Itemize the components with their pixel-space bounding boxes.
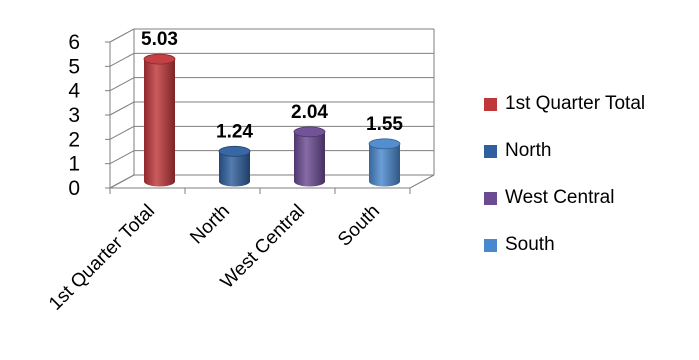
bar-top [218, 145, 251, 157]
bar-body [369, 143, 400, 187]
bar [218, 145, 251, 187]
data-label: 1.55 [366, 114, 403, 135]
y-tick-label: 2 [68, 128, 80, 151]
bar-body [294, 131, 325, 187]
legend-swatch [484, 144, 497, 158]
y-tick-label: 6 [68, 31, 80, 54]
bar [143, 53, 176, 187]
bar [368, 138, 401, 187]
y-tick-label: 1 [68, 153, 80, 176]
data-labels: 5.03 1.24 2.04 1.55 [141, 29, 403, 142]
legend-item: West Central [484, 186, 699, 210]
bar-body [219, 151, 250, 187]
bar [293, 126, 326, 187]
x-category-label: 1st Quarter Total [45, 201, 159, 315]
legend-label: South [505, 234, 555, 255]
y-tick-label: 0 [68, 177, 80, 200]
legend-item: South [484, 233, 699, 257]
gridline-side [109, 125, 135, 140]
y-tick-label: 3 [68, 104, 80, 127]
gridline-side [109, 52, 135, 67]
legend-label: West Central [505, 187, 615, 208]
bar-top [293, 126, 326, 138]
legend-item: North [484, 139, 699, 163]
gridline-side [109, 28, 135, 43]
legend-swatch [484, 191, 497, 205]
gridline-side [109, 150, 135, 165]
gridline-side [109, 101, 135, 116]
data-label: 1.24 [216, 121, 253, 142]
legend-label: 1st Quarter Total [505, 93, 646, 114]
x-category-label: North [186, 201, 234, 249]
legend-item: 1st Quarter Total [484, 92, 699, 116]
y-tick-label: 4 [68, 80, 80, 103]
data-label: 2.04 [291, 102, 328, 123]
legend-swatch [484, 97, 497, 111]
bar-top [368, 138, 401, 150]
bars [143, 53, 401, 187]
legend-swatch [484, 238, 497, 252]
legend: 1st Quarter Total North West Central Sou… [484, 92, 699, 280]
data-label: 5.03 [141, 29, 178, 50]
gridline-side [109, 77, 135, 92]
x-category-label: South [334, 201, 384, 251]
y-tick-label: 5 [68, 55, 80, 78]
floor [109, 174, 435, 189]
bar-top [143, 53, 176, 65]
bar-body [144, 59, 175, 187]
legend-label: North [505, 140, 552, 161]
axes [105, 29, 435, 194]
